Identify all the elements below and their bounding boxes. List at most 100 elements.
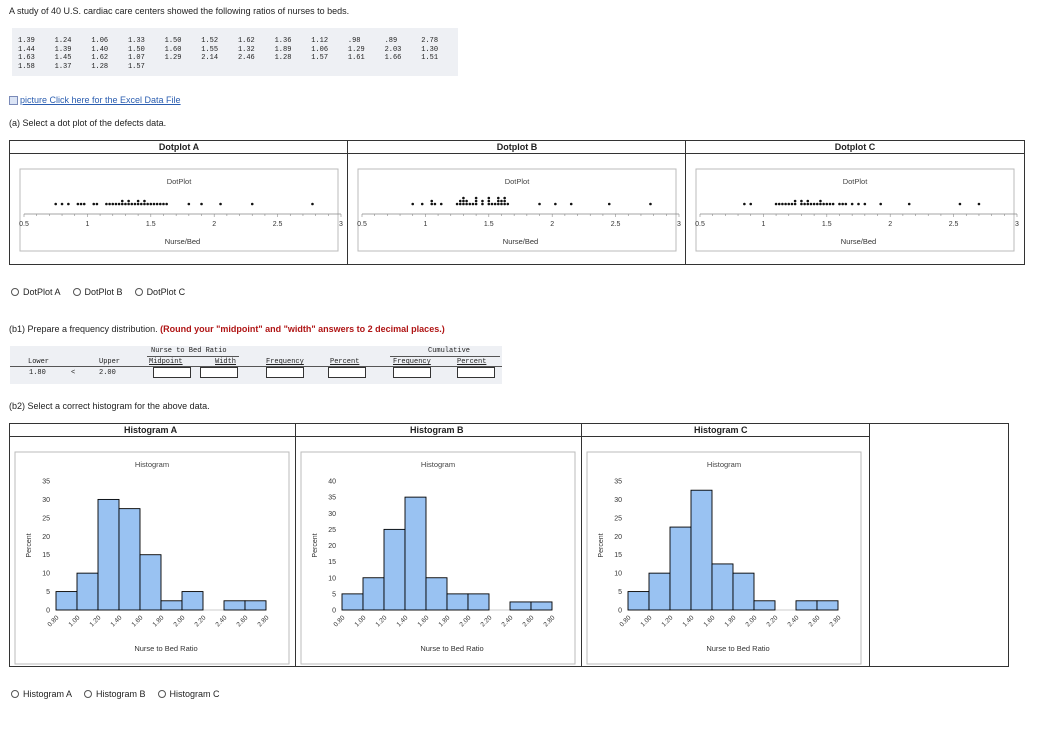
col-cum-percent: Percent (457, 358, 487, 366)
midpoint-input[interactable] (153, 367, 191, 378)
dotplot-b-header: Dotplot B (348, 141, 686, 154)
histogram-xlabel: Nurse to Bed Ratio (706, 644, 769, 653)
dotplot-dot (749, 202, 753, 206)
histogram-ylabel: Percent (598, 533, 605, 557)
dotplot-dot (863, 202, 867, 206)
histogram-xlabel: Nurse to Bed Ratio (134, 644, 197, 653)
dotplot-dot (743, 202, 746, 206)
data-cell: 1.36 (274, 37, 292, 45)
dotplot-tick-label: 0.5 (19, 221, 29, 228)
dotplot-dot (143, 199, 146, 203)
dotplot-dot (458, 199, 462, 203)
data-cell: 1.39 (18, 37, 35, 45)
width-input[interactable] (200, 367, 238, 378)
dotplot-dot (777, 202, 781, 206)
dotplot-dot (143, 202, 146, 206)
data-cell: 1.66 (384, 54, 402, 62)
histogram-ytick-label: 40 (328, 479, 336, 486)
radio-icon[interactable] (157, 690, 166, 698)
dotplot-option-b[interactable]: DotPlot B (72, 287, 123, 297)
dotplot-dot (92, 202, 96, 206)
dotplot-dot (812, 202, 816, 206)
histogram-bar (669, 526, 692, 611)
dotplot-tick-label: 0.5 (357, 221, 367, 228)
dotplot-dot (487, 202, 491, 206)
dotplot-option-c[interactable]: DotPlot C (134, 287, 185, 297)
dotplot-tick-label: 1 (85, 221, 89, 228)
dotplot-dot (907, 202, 911, 206)
histogram-frame (586, 451, 862, 665)
excel-link-label: picture Click here for the Excel Data Fi… (20, 95, 181, 105)
histogram-option-a[interactable]: Histogram A (11, 689, 72, 699)
dotplot-dot (162, 202, 165, 206)
dotplot-dot (471, 202, 475, 206)
less-than: < (71, 369, 76, 377)
cum-frequency-input[interactable] (393, 367, 431, 378)
data-cell: 1.40 (91, 45, 109, 54)
dotplot-dot (67, 202, 70, 206)
histogram-title: Histogram (421, 460, 455, 469)
radio-icon[interactable] (134, 288, 143, 296)
dotplot-dot (149, 202, 153, 206)
histogram-options: Histogram A Histogram B Histogram C (11, 689, 232, 699)
dotplot-dot (800, 202, 803, 206)
histogram-ytick-label: 10 (328, 575, 336, 582)
radio-icon[interactable] (11, 288, 19, 296)
histogram-bar (648, 572, 671, 611)
dotplot-dot (465, 202, 468, 206)
dotplot-dot (481, 199, 484, 203)
dotplot-dot (60, 202, 64, 206)
data-cell: 1.50 (164, 37, 182, 45)
radio-icon[interactable] (72, 288, 81, 296)
dotplot-tick-label: 2.5 (273, 221, 283, 228)
dotplot-dot (108, 202, 111, 206)
frequency-table: Nurse to Bed Ratio Cumulative Lower Uppe… (10, 346, 502, 384)
dotplot-dot (490, 202, 494, 206)
data-cell (311, 63, 348, 72)
data-row: 1.58 1.37 1.28 1.57 (18, 63, 458, 72)
histogram-xlabel: Nurse to Bed Ratio (420, 644, 483, 653)
dotplot-dot (152, 202, 156, 206)
histogram-bar (467, 593, 490, 611)
histogram-bar (223, 600, 246, 611)
dotplot-tick-label: 0.5 (695, 221, 705, 228)
dotplot-tick-label: 1.5 (146, 221, 156, 228)
dotplot-dot (825, 202, 829, 206)
dotplot-dot (503, 199, 506, 203)
dotplot-dot (155, 202, 159, 206)
dotplot-dot (120, 202, 124, 206)
dotplot-tick-label: 1.5 (484, 221, 494, 228)
col-lower: Lower (28, 358, 50, 366)
dotplot-cell-a (10, 141, 348, 264)
dotplot-dot (806, 199, 810, 203)
histogram-bar (181, 591, 204, 611)
dotplot-tick-label: 3 (1015, 221, 1019, 228)
dotplot-dot (487, 199, 491, 203)
histogram-option-b[interactable]: Histogram B (84, 689, 146, 699)
frequency-input[interactable] (266, 367, 304, 378)
histogram-bar (97, 498, 120, 611)
dotplot-dot (468, 202, 472, 206)
histogram-bar (732, 572, 755, 611)
dotplot-option-a[interactable]: DotPlot A (11, 287, 61, 297)
radio-icon[interactable] (84, 690, 93, 698)
cum-percent-input[interactable] (457, 367, 495, 378)
dotplot-dot (439, 202, 443, 206)
histogram-ytick-label: 25 (42, 515, 50, 522)
data-cell: 2.14 (201, 54, 219, 62)
data-row: 1.63 1.45 1.62 1.07 1.29 2.14 2.46 1.28 1.57 1.61… (18, 54, 458, 63)
histogram-bar (795, 600, 818, 611)
excel-data-link[interactable]: picture Click here for the Excel Data Fi… (9, 95, 181, 105)
dotplot-dot (54, 202, 57, 206)
data-cell: 2.78 (421, 37, 439, 45)
data-cell: 1.58 (18, 62, 35, 71)
dotplot-dot (433, 202, 437, 206)
histogram-cell-a (10, 424, 296, 666)
dotplot-dot (462, 196, 465, 200)
histogram-option-c[interactable]: Histogram C (157, 689, 220, 699)
radio-icon[interactable] (11, 690, 19, 698)
dotplot-dot (607, 202, 611, 206)
data-cell: 1.89 (274, 45, 292, 54)
percent-input[interactable] (328, 367, 366, 378)
dotplot-dot (538, 202, 541, 206)
